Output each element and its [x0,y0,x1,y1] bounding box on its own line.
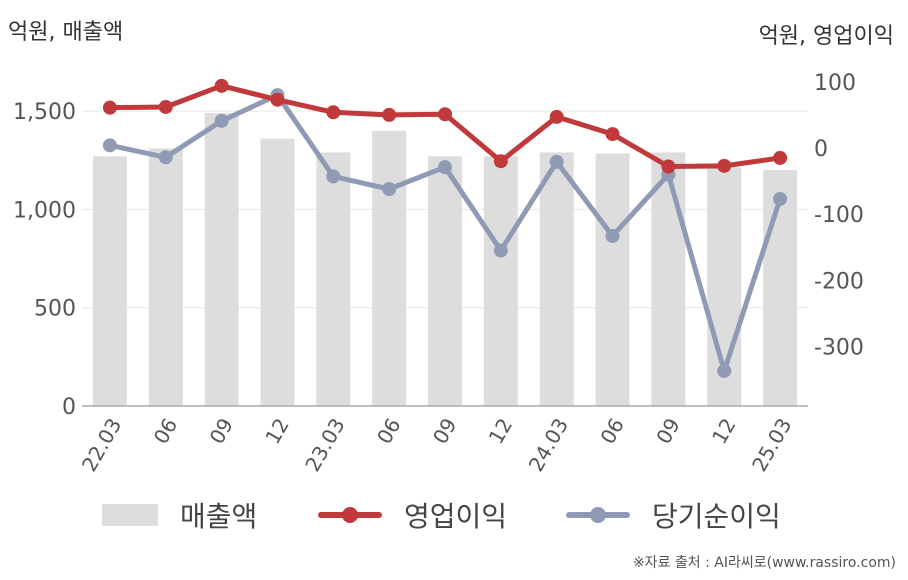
x-tick-label: 12 [260,414,294,448]
legend-line-swatch-net [566,504,630,526]
bar-revenue [651,152,686,406]
point-net-income [326,169,341,184]
point-net-income [773,191,788,206]
point-operating-income [102,100,117,115]
point-operating-income [493,154,508,169]
bar-revenue [260,138,295,407]
left-y-tick-label: 0 [62,395,76,420]
point-net-income [605,228,620,243]
point-net-income [214,113,229,128]
right-y-tick-label: -100 [814,203,864,228]
x-tick-label: 12 [484,414,518,448]
point-net-income [717,363,732,378]
legend-label-revenue: 매출액 [180,500,258,533]
right-y-tick-label: -200 [814,269,864,294]
left-y-tick-label: 1,000 [13,198,76,223]
point-operating-income [717,158,732,173]
x-tick-label: 09 [428,414,462,448]
legend-item-revenue: 매출액 [102,492,257,538]
x-tick-label: 09 [204,414,238,448]
x-tick-label: 22.03 [77,414,126,476]
right-y-tick-label: 0 [814,137,828,162]
x-tick-label: 06 [595,414,629,448]
point-operating-income [549,109,564,124]
point-net-income [102,138,117,153]
legend-line-swatch-operating [318,504,382,526]
bar-revenue [595,153,630,406]
bar-revenue [148,148,183,406]
x-tick-label: 25.03 [747,414,796,476]
bar-revenue [204,113,239,406]
point-net-income [382,182,397,197]
x-tick-label: 06 [372,414,406,448]
point-operating-income [605,127,620,142]
x-tick-labels: 22.03 06 09 12 23.03 06 09 12 24.03 06 09 12 25.03 [77,414,797,476]
point-net-income [158,150,173,165]
bar-revenue [316,152,351,406]
point-operating-income [438,107,452,122]
revenue-bars [92,113,798,407]
left-y-tick-label: 500 [34,297,76,322]
bar-revenue [92,156,127,406]
right-y-tick-label: -300 [814,335,864,360]
right-y-tick-labels: -300 -200 -100 0 100 [814,71,864,361]
income-lines [102,78,788,378]
point-operating-income [326,105,341,120]
point-net-income [438,160,452,175]
point-operating-income [270,92,285,107]
x-tick-label: 09 [651,414,685,448]
point-operating-income [158,99,173,114]
point-operating-income [773,150,788,165]
x-tick-label: 23.03 [300,414,349,476]
left-y-tick-labels: 0 500 1,000 1,500 [13,100,76,420]
legend-label-net-income: 당기순이익 [652,500,781,533]
legend-label-operating-income: 영업이익 [404,500,508,533]
legend-item-operating-income: 영업이익 [318,492,507,538]
x-tick-label: 06 [149,414,183,448]
source-note: ※자료 출처 : AI라씨로(www.rassiro.com) [632,555,896,571]
point-net-income [493,243,508,258]
bar-revenue [539,152,574,406]
point-operating-income [214,78,229,93]
point-operating-income [661,159,676,174]
right-y-tick-label: 100 [814,71,856,96]
x-tick-label: 24.03 [524,414,573,476]
legend-bar-swatch [102,504,158,526]
x-tick-label: 12 [707,414,741,448]
bar-revenue [483,156,518,406]
legend-item-net-income: 당기순이익 [566,492,781,538]
bar-revenue [372,130,407,407]
bar-revenue [763,170,798,406]
right-axis-unit: 억원, 영업이익 [758,24,894,49]
bar-revenue [428,156,462,406]
legend: 매출액 영업이익 당기순이익 [0,492,908,538]
point-operating-income [382,107,397,122]
combo-chart: 0 500 1,000 1,500 -300 -200 -100 0 100 22.03 06 0… [13,71,864,476]
left-axis-unit: 억원, 매출액 [8,20,124,45]
point-net-income [549,154,564,169]
left-y-tick-label: 1,500 [13,100,76,125]
